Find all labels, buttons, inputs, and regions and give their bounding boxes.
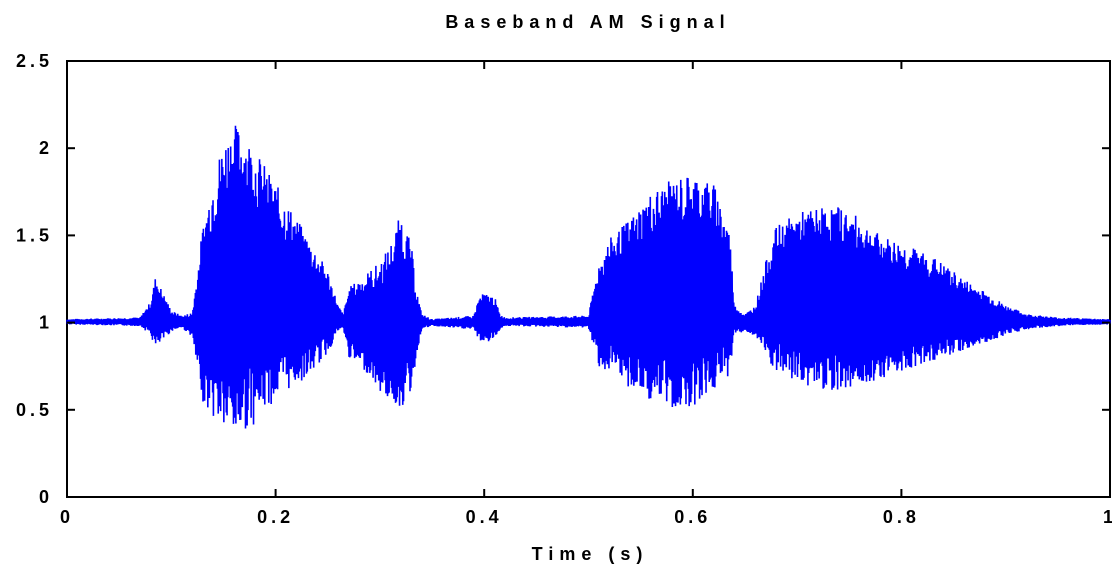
x-tick-label: 0.2 xyxy=(257,507,294,527)
y-tick-label: 0.5 xyxy=(16,400,53,420)
x-tick-label: 0.8 xyxy=(883,507,920,527)
y-tick-label: 1 xyxy=(39,313,53,333)
x-tick-label: 0.6 xyxy=(674,507,711,527)
x-axis-label: Time (s) xyxy=(532,544,649,564)
tick-layer: 0 0.2 0.4 0.6 0.8 1 0 0.5 1 1.5 2 2.5 xyxy=(16,51,1112,527)
x-tick-label: 0 xyxy=(60,507,74,527)
y-tick-label: 0 xyxy=(39,487,53,507)
x-tick-label: 0.4 xyxy=(466,507,503,527)
x-tick-label: 1 xyxy=(1103,507,1112,527)
chart-title: Baseband AM Signal xyxy=(445,12,730,32)
signal-layer xyxy=(66,125,1111,429)
y-tick-label: 2 xyxy=(39,138,53,158)
y-tick-label: 2.5 xyxy=(16,51,53,71)
y-tick-label: 1.5 xyxy=(16,225,53,245)
signal-line xyxy=(66,125,1111,429)
